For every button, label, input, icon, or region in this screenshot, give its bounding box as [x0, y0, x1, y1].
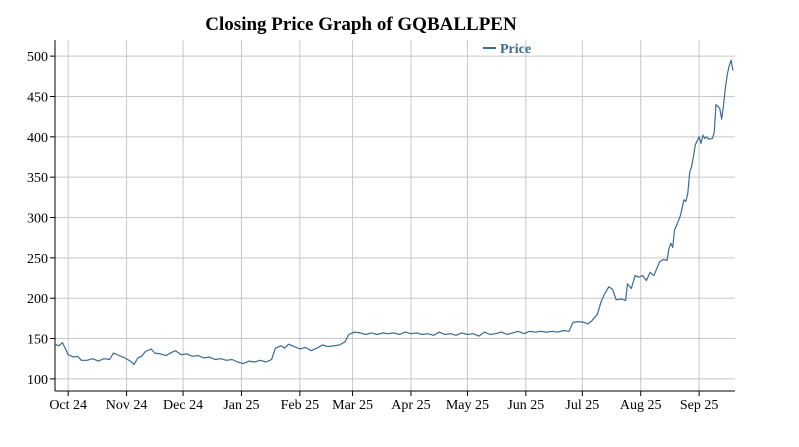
horizontal-gridlines — [55, 55, 735, 380]
x-tick-label: Sep 25 — [680, 398, 719, 413]
chart-title: Closing Price Graph of GQBALLPEN — [205, 14, 517, 35]
x-tick-label: Apr 25 — [391, 398, 430, 413]
x-tick-label: Jun 25 — [507, 398, 544, 413]
x-tick-label: Jan 25 — [223, 398, 259, 413]
y-tick-label: 150 — [27, 333, 48, 348]
y-tick-label: 500 — [27, 50, 48, 65]
y-tick-label: 300 — [27, 212, 48, 227]
y-tick-label: 400 — [27, 131, 48, 146]
legend: Price — [483, 42, 531, 57]
y-tick-label: 350 — [27, 171, 48, 186]
x-tick-label: Dec 24 — [163, 398, 203, 413]
x-tick-label: Jul 25 — [565, 398, 599, 413]
x-tick-label: Oct 24 — [49, 398, 87, 413]
x-tick-label: Aug 25 — [620, 398, 662, 413]
x-tick-label: Mar 25 — [332, 398, 373, 413]
x-tick-label: Nov 24 — [106, 398, 148, 413]
y-tick-label: 200 — [27, 292, 48, 307]
price-series-line — [54, 59, 734, 365]
y-tick-label: 100 — [27, 373, 48, 388]
vertical-gridlines — [67, 40, 700, 391]
y-tick-label: 450 — [27, 90, 48, 105]
x-tick-label: May 25 — [446, 398, 489, 413]
x-axis-ticks: Oct 24 Nov 24 Dec 24 Jan 25 Feb 25 Mar 25 Apr … — [49, 391, 718, 413]
y-axis-ticks: 100 150 200 250 300 350 400 450 500 — [27, 50, 55, 388]
x-tick-label: Feb 25 — [281, 398, 320, 413]
y-tick-label: 250 — [27, 252, 48, 267]
legend-label-price: Price — [500, 42, 531, 57]
